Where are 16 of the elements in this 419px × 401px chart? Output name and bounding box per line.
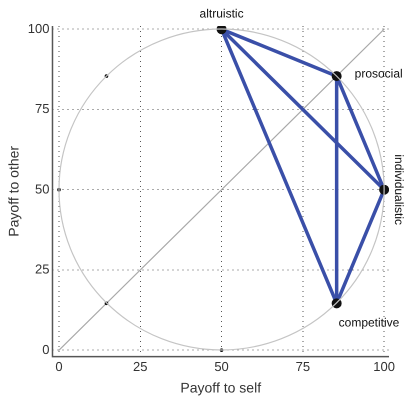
y-tick-label: 0 [42, 342, 50, 357]
x-tick-label: 0 [55, 358, 63, 374]
x-tick-label: 50 [214, 358, 229, 374]
y-tick-label: 50 [35, 181, 50, 196]
y-tick-label: 75 [35, 101, 50, 116]
x-axis-title: Payoff to self [180, 379, 262, 396]
x-tick-label: 100 [373, 358, 395, 374]
x-tick-label: 75 [296, 358, 310, 374]
annotation: competitive [338, 316, 400, 330]
annotation: individualistic [392, 154, 406, 226]
x-tick-label: 25 [133, 358, 148, 374]
annotation: prosocial [354, 66, 403, 80]
y-tick-label: 100 [28, 20, 50, 36]
annotation: altruistic [200, 6, 244, 21]
y-axis-title: Payoff to other [5, 146, 22, 237]
y-tick-label: 25 [35, 262, 50, 277]
